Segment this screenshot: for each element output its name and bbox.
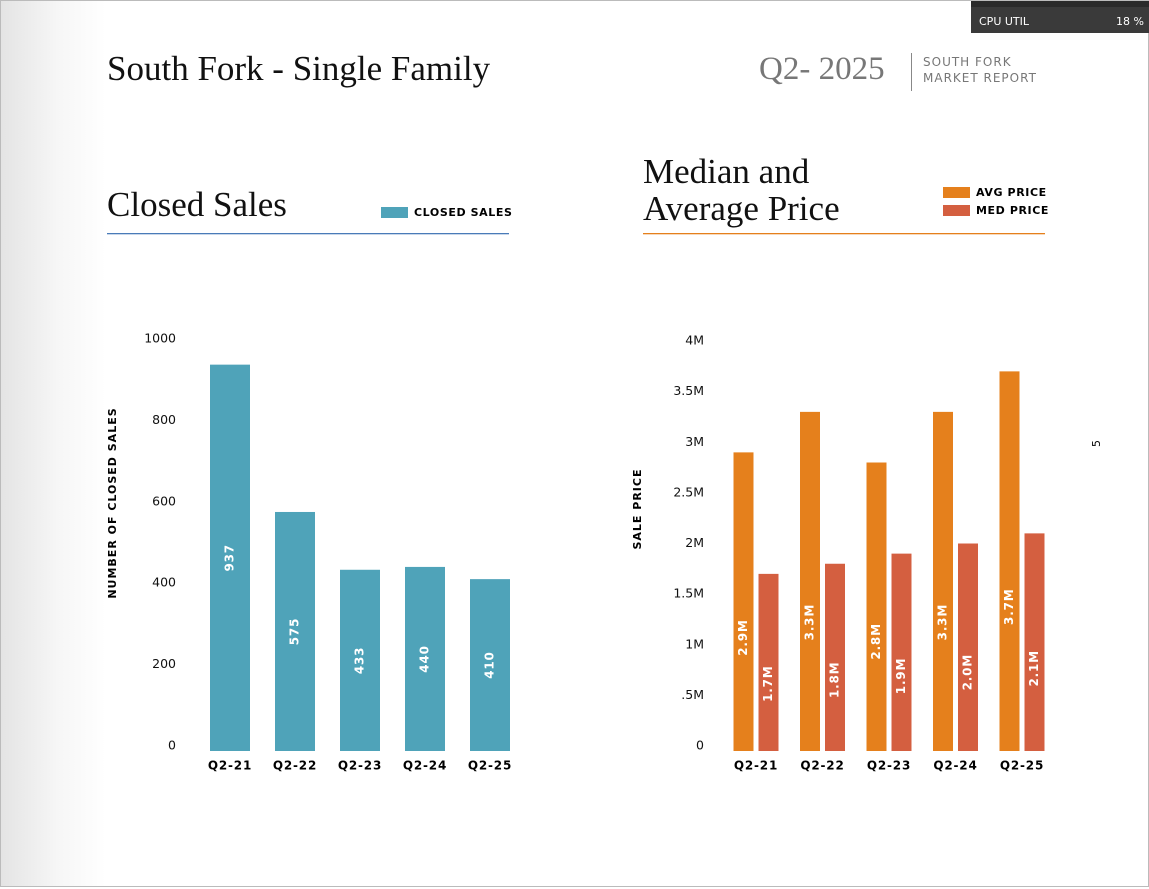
legend-swatch bbox=[943, 187, 970, 198]
value-label: 2.1M bbox=[1027, 650, 1041, 686]
overlay: CPU UTIL 18 % bbox=[971, 1, 1149, 33]
overlay-strip bbox=[971, 1, 1149, 7]
value-label: 1.7M bbox=[761, 665, 775, 701]
y-tick-label: 3M bbox=[685, 434, 704, 449]
bar bbox=[470, 579, 510, 751]
y-tick-label: 2M bbox=[685, 535, 704, 550]
y-tick-label: 0 bbox=[168, 738, 176, 753]
overlay-label: CPU UTIL bbox=[979, 15, 1030, 28]
y-tick-label: 200 bbox=[152, 656, 176, 671]
bar bbox=[275, 511, 315, 751]
overlay-value: 18 % bbox=[1116, 15, 1144, 28]
bar bbox=[933, 411, 953, 751]
y-tick-label: 400 bbox=[152, 575, 176, 590]
y-tick-label: 4M bbox=[685, 333, 704, 348]
chart-title: Closed Sales bbox=[107, 185, 287, 224]
value-label: 1.9M bbox=[894, 658, 908, 694]
x-tick-label: Q2-21 bbox=[208, 759, 252, 773]
bar bbox=[800, 411, 820, 751]
y-axis-label: SALE PRICE bbox=[631, 468, 644, 549]
title-underline bbox=[107, 233, 509, 235]
bar bbox=[340, 569, 380, 751]
report-line: SOUTH FORK bbox=[923, 55, 1012, 69]
y-axis-label: NUMBER OF CLOSED SALES bbox=[106, 407, 119, 598]
x-tick-label: Q2-25 bbox=[1000, 759, 1044, 773]
value-label: 410 bbox=[483, 651, 497, 678]
x-tick-label: Q2-21 bbox=[734, 759, 778, 773]
y-tick-label: 1.5M bbox=[673, 586, 704, 601]
value-label: 2.0M bbox=[961, 654, 975, 690]
legend-label: AVG PRICE bbox=[976, 186, 1047, 199]
bar bbox=[1024, 533, 1045, 751]
value-label: 1.8M bbox=[828, 662, 842, 698]
y-tick-label: 3.5M bbox=[673, 383, 704, 398]
y-tick-label: 600 bbox=[152, 493, 176, 508]
x-tick-label: Q2-25 bbox=[468, 759, 512, 773]
report-line: MARKET REPORT bbox=[923, 71, 1037, 85]
x-tick-label: Q2-23 bbox=[867, 759, 911, 773]
report-label: SOUTH FORK MARKET REPORT bbox=[923, 54, 1037, 86]
bar bbox=[958, 543, 978, 751]
bar bbox=[210, 364, 250, 751]
chart-title: Median and Average Price bbox=[643, 152, 840, 228]
value-label: 440 bbox=[418, 645, 432, 672]
x-tick-label: Q2-24 bbox=[403, 759, 447, 773]
title-underline bbox=[643, 233, 1045, 235]
bar bbox=[866, 462, 887, 751]
bar bbox=[758, 573, 779, 751]
value-label: 3.7M bbox=[1002, 589, 1016, 625]
bar bbox=[405, 566, 445, 751]
bar bbox=[999, 371, 1020, 751]
value-label: 937 bbox=[223, 544, 237, 571]
y-tick-label: 800 bbox=[152, 412, 176, 427]
bar bbox=[825, 563, 845, 751]
value-label: 3.3M bbox=[803, 604, 817, 640]
value-label: 2.8M bbox=[869, 623, 883, 659]
x-tick-label: Q2-23 bbox=[338, 759, 382, 773]
divider bbox=[911, 53, 912, 91]
y-tick-label: 2.5M bbox=[673, 484, 704, 499]
x-tick-label: Q2-22 bbox=[800, 759, 844, 773]
value-label: 3.3M bbox=[936, 604, 950, 640]
value-label: 433 bbox=[353, 647, 367, 674]
period: Q2- 2025 bbox=[759, 51, 885, 87]
legend-swatch bbox=[943, 205, 970, 216]
x-tick-label: Q2-22 bbox=[273, 759, 317, 773]
legend-label: MED PRICE bbox=[976, 204, 1049, 217]
y-tick-label: .5M bbox=[681, 687, 704, 702]
page-title: South Fork - Single Family bbox=[107, 49, 491, 88]
x-tick-label: Q2-24 bbox=[933, 759, 977, 773]
legend-label: CLOSED SALES bbox=[414, 206, 513, 219]
y-tick-label: 0 bbox=[696, 738, 704, 753]
y-tick-label: 1M bbox=[685, 636, 704, 651]
value-label: 575 bbox=[288, 618, 302, 645]
y-tick-label: 1000 bbox=[144, 331, 176, 346]
bar bbox=[733, 452, 754, 751]
legend-swatch bbox=[381, 207, 408, 218]
value-label: 2.9M bbox=[736, 619, 750, 655]
bar bbox=[891, 553, 912, 751]
